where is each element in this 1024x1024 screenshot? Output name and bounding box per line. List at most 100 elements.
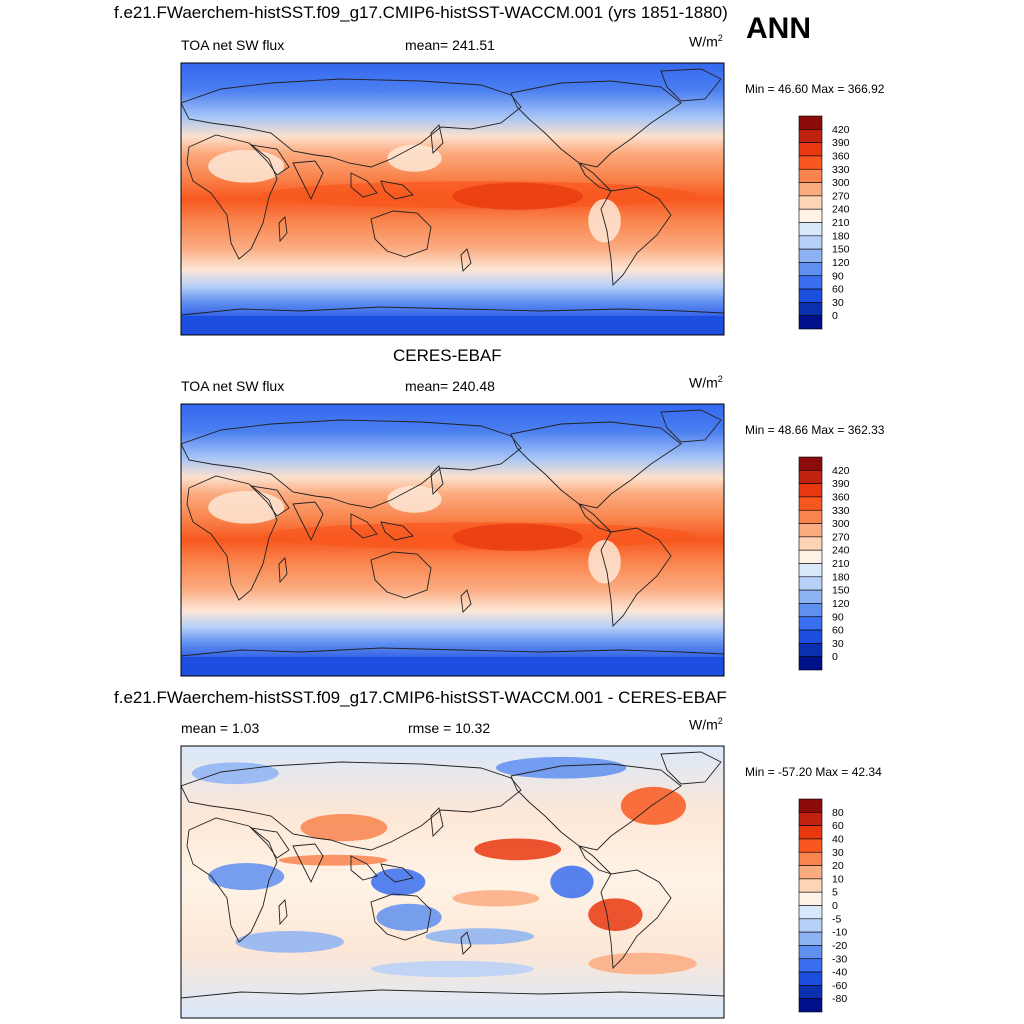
panel-1-minmax: Min = 46.60 Max = 366.92 — [745, 82, 885, 96]
map-frame — [180, 745, 725, 1019]
colorbar-tick-label: 300 — [832, 518, 850, 530]
colorbar-swatch — [798, 182, 823, 197]
colorbar-swatch — [798, 931, 823, 946]
colorbar-tick-label: 390 — [832, 478, 850, 490]
anomaly-region — [425, 928, 534, 945]
colorbar-swatch — [798, 918, 823, 933]
colorbar-swatch — [798, 905, 823, 920]
bright-region — [208, 150, 285, 183]
colorbar-tick-label: 180 — [832, 230, 850, 242]
colorbar-tick-label: 420 — [832, 124, 850, 136]
panel-3-units: W/m2 — [689, 716, 723, 733]
colorbar-tick-label: 150 — [832, 244, 850, 256]
colorbar-tick-label: -10 — [832, 927, 847, 939]
colorbar-swatch — [798, 168, 823, 183]
anomaly-region — [588, 952, 697, 975]
colorbar-swatch — [798, 129, 823, 143]
colorbar-swatch — [798, 262, 823, 277]
colorbar-tick-label: 0 — [832, 900, 838, 912]
panel-2-minmax: Min = 48.66 Max = 362.33 — [745, 423, 885, 437]
colorbar-swatch — [798, 496, 823, 511]
panel-2-variable: TOA net SW flux — [181, 378, 285, 394]
colorbar-tick-label: 210 — [832, 558, 850, 570]
colorbar-swatch — [798, 838, 823, 853]
colorbar-tick-label: 30 — [832, 847, 844, 859]
anomaly-region — [452, 890, 540, 907]
units-text: W/m — [689, 33, 718, 50]
colorbar-tick-label: 90 — [832, 611, 844, 623]
colorbar-tick-label: 300 — [832, 177, 850, 189]
colorbar-swatch — [798, 142, 823, 157]
colorbar-swatch — [798, 629, 823, 644]
map-frame — [180, 403, 725, 677]
colorbar-swatch — [798, 235, 823, 250]
colorbar-swatch — [798, 798, 823, 813]
colorbar-tick-label: 60 — [832, 820, 844, 832]
colorbar-tick-label: -80 — [832, 993, 847, 1005]
tropical-maximum — [452, 182, 583, 210]
anomaly-region — [235, 930, 344, 953]
colorbar-swatch — [798, 275, 823, 290]
anomaly-region — [191, 762, 279, 785]
colorbar-swatch — [798, 643, 823, 657]
colorbar-swatch — [798, 891, 823, 906]
colorbar-swatch — [798, 958, 823, 973]
anomaly-region — [495, 756, 627, 779]
colorbar-tick-label: 30 — [832, 297, 844, 309]
colorbar-tick-label: -30 — [832, 953, 847, 965]
tropical-maximum — [452, 523, 583, 551]
colorbar-swatch — [798, 589, 823, 604]
colorbar-tick-label: 180 — [832, 571, 850, 583]
panel-2-mean: mean= 240.48 — [405, 378, 495, 394]
units-sup: 2 — [717, 374, 723, 384]
colorbar-swatch — [798, 656, 823, 671]
colorbar-swatch — [798, 302, 823, 316]
anomaly-region — [376, 903, 442, 931]
panel-1-mean: mean= 241.51 — [405, 37, 495, 53]
colorbar-swatch — [798, 998, 823, 1013]
panel-2-header: CERES-EBAF — [393, 346, 502, 365]
colorbar-tick-label: 210 — [832, 217, 850, 229]
colorbar-swatch — [798, 536, 823, 551]
colorbar-tick-label: 420 — [832, 465, 850, 477]
colorbar-tick-label: 150 — [832, 585, 850, 597]
colorbar-tick-label: 390 — [832, 137, 850, 149]
colorbar-tick-label: 330 — [832, 164, 850, 176]
colorbar-swatch — [798, 812, 823, 826]
panel-3-rmse: rmse = 10.32 — [408, 720, 491, 736]
colorbar-tick-label: 40 — [832, 833, 844, 845]
colorbar-swatch — [798, 483, 823, 498]
colorbar-tick-label: -60 — [832, 980, 847, 992]
colorbar-tick-label: 60 — [832, 625, 844, 637]
colorbar-tick-label: 240 — [832, 204, 850, 216]
colorbar-swatch — [798, 509, 823, 524]
colorbar-swatch — [798, 456, 823, 471]
anomaly-region — [371, 868, 426, 896]
colorbar-tick-label: 10 — [832, 873, 844, 885]
anomaly-region — [278, 854, 388, 866]
colorbar-tick-label: 270 — [832, 190, 850, 202]
colorbar-tick-label: 80 — [832, 807, 844, 819]
anomaly-region — [474, 838, 562, 861]
anomaly-region — [300, 814, 388, 842]
colorbar-layer: 4203903603303002702402101801501209060300… — [798, 115, 850, 1013]
colorbar-swatch — [798, 115, 823, 130]
colorbar-swatch — [798, 208, 823, 223]
polar-band — [181, 656, 724, 676]
colorbar-swatch — [798, 603, 823, 618]
colorbar-swatch — [798, 865, 823, 880]
colorbar-swatch — [798, 616, 823, 631]
colorbar-swatch — [798, 315, 823, 330]
colorbar-tick-label: -20 — [832, 940, 847, 952]
map-layer — [180, 62, 725, 1019]
units-text: W/m — [689, 374, 718, 391]
map-panel-1 — [181, 63, 724, 335]
colorbar-swatch — [798, 523, 823, 538]
colorbar-swatch — [798, 971, 823, 986]
map-frame — [180, 62, 725, 336]
polar-band — [181, 315, 724, 335]
units-sup: 2 — [717, 33, 723, 43]
